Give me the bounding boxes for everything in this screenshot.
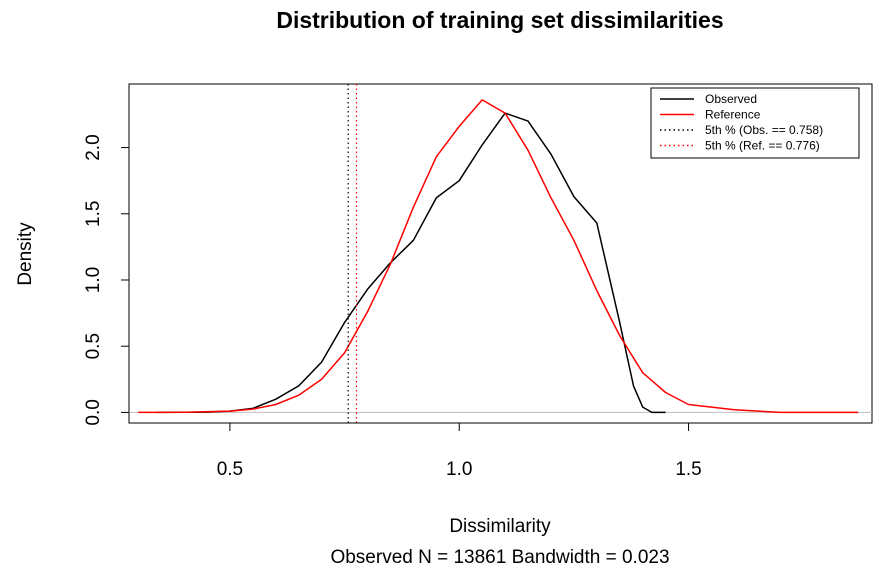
y-axis: 0.0 0.5 1.0 1.5 2.0	[83, 134, 130, 426]
legend-label-reference: Reference	[705, 108, 761, 122]
legend-label-5th-ref-0-776: 5th % (Ref. == 0.776)	[705, 139, 820, 153]
x-tick-label: 0.5	[217, 459, 243, 480]
y-tick-label: 2.0	[83, 134, 104, 160]
chart-title: Distribution of training set dissimilari…	[276, 7, 723, 33]
y-axis-label: Density	[15, 222, 36, 286]
plot-area	[129, 84, 872, 423]
y-tick-label: 1.5	[83, 201, 104, 227]
y-tick-label: 0.5	[83, 333, 104, 359]
series-line-observed	[156, 112, 666, 414]
x-axis-label: Dissimilarity	[449, 516, 551, 537]
y-tick-label: 1.0	[83, 267, 104, 293]
x-tick-label: 1.0	[446, 459, 472, 480]
x-tick-label: 1.5	[675, 459, 701, 480]
y-tick-label: 0.0	[83, 399, 104, 425]
legend-label-5th-obs-0-758: 5th % (Obs. == 0.758)	[705, 123, 823, 137]
legend-label-observed: Observed	[705, 92, 757, 106]
x-axis-sublabel: Observed N = 13861 Bandwidth = 0.023	[330, 547, 669, 568]
x-axis: 0.5 1.0 1.5	[217, 422, 702, 480]
series-line-reference	[138, 99, 859, 414]
